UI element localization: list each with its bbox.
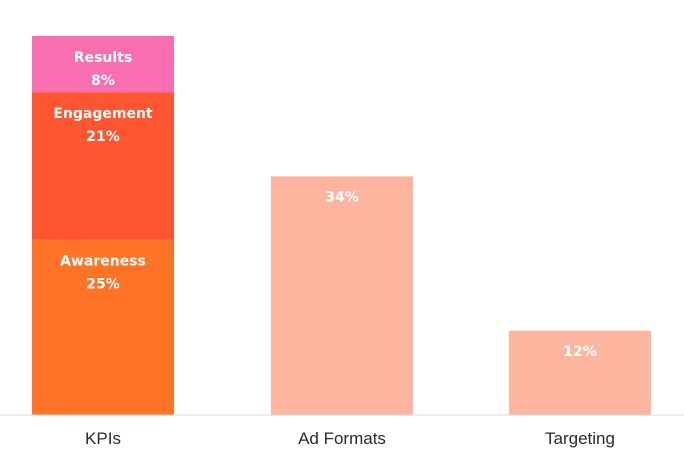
bar-targeting	[509, 330, 651, 415]
segment-value-awareness: 25%	[86, 277, 120, 293]
x-tick-label-kpis: KPIs	[85, 429, 121, 448]
segment-label-results: Results	[74, 50, 132, 66]
segment-label-engagement: Engagement	[53, 106, 153, 122]
bar-kpis-engagement	[32, 92, 174, 240]
bar-value-ad-formats: 34%	[325, 189, 359, 205]
segment-value-results: 8%	[91, 73, 115, 89]
x-tick-label-targeting: Targeting	[545, 429, 615, 448]
bar-kpis-results	[32, 36, 174, 93]
segment-label-awareness: Awareness	[60, 254, 146, 270]
x-axis-labels: KPIs Ad Formats Targeting	[85, 429, 615, 448]
segment-value-engagement: 21%	[86, 129, 120, 145]
bar-value-targeting: 12%	[563, 344, 597, 360]
bar-ad-formats	[271, 176, 413, 415]
bar-kpis-awareness	[32, 239, 174, 415]
bars-group: Awareness 25% Engagement 21% Results 8% 34% 12%	[32, 36, 651, 415]
x-tick-label-ad-formats: Ad Formats	[298, 429, 386, 448]
